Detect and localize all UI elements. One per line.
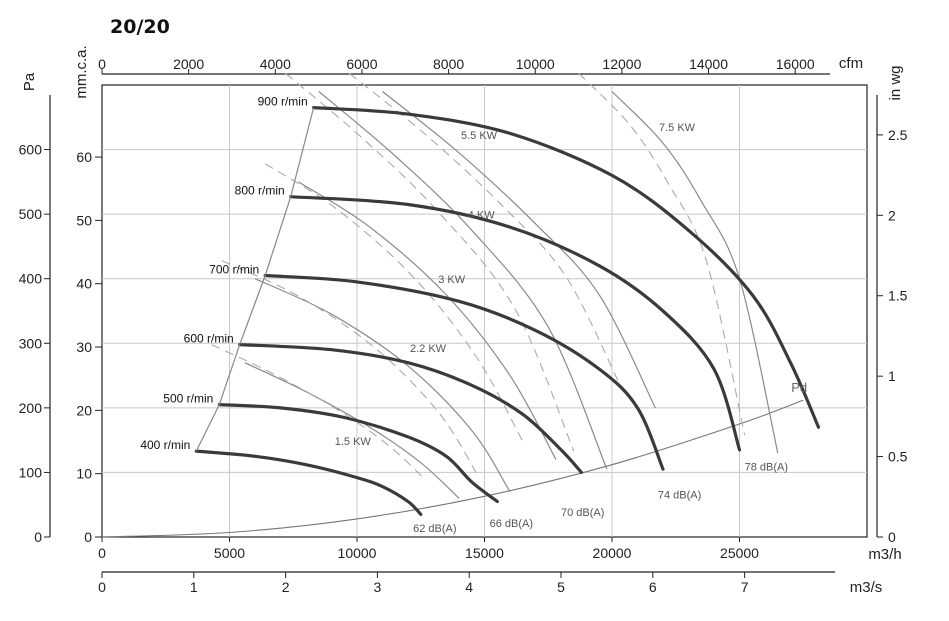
cfm-tick-label: 0 — [98, 56, 106, 72]
speed-curve-label: 400 r/min — [140, 438, 190, 452]
mmca-tick-label: 20 — [76, 402, 92, 418]
cfm-tick-label: 10000 — [516, 56, 555, 72]
speed-curve — [194, 449, 423, 516]
m3h-tick-label: 10000 — [338, 545, 377, 561]
surge-envelope — [195, 107, 315, 452]
m3s-tick-label: 5 — [557, 579, 565, 595]
cfm-unit-label: cfm — [839, 55, 863, 72]
mmca-tick-label: 60 — [76, 149, 92, 165]
mmca-tick-label: 30 — [76, 339, 92, 355]
mmca-unit-label: mm.c.a. — [73, 45, 90, 98]
m3h-tick-label: 25000 — [720, 545, 759, 561]
m3h-unit-label: m3/h — [868, 546, 901, 563]
speed-curve-label: 900 r/min — [258, 95, 308, 109]
power-curve-dashed — [211, 344, 427, 481]
db-label: 62 dB(A) — [413, 523, 456, 535]
mmca-tick-label: 40 — [76, 276, 92, 292]
power-curve — [611, 91, 779, 454]
inwg-tick-label: 1.5 — [888, 288, 908, 304]
pa-tick-label: 600 — [19, 142, 43, 158]
cfm-tick-label: 2000 — [173, 56, 204, 72]
mmca-tick-label: 10 — [76, 466, 92, 482]
cfm-tick-label: 12000 — [602, 56, 641, 72]
db-label: 78 dB(A) — [745, 462, 788, 474]
speed-curve — [217, 403, 499, 504]
power-curve-label: 7.5 KW — [659, 122, 696, 134]
m3h-tick-label: 5000 — [214, 545, 245, 561]
inwg-tick-label: 2 — [888, 207, 896, 223]
pd-label: Pd — [791, 380, 807, 395]
inwg-unit-label: in wg — [887, 65, 904, 100]
power-curve-label: 5.5 KW — [461, 130, 498, 142]
pa-tick-label: 0 — [34, 529, 42, 545]
m3s-tick-label: 0 — [98, 579, 106, 595]
m3h-tick-label: 15000 — [465, 545, 504, 561]
curve-labels: Pd 1.5 KW 2.2 KW 3 KW 4 KW 5.5 KW 7.5 KW 400 r/… — [140, 95, 807, 535]
speed-curve-label: 500 r/min — [163, 392, 213, 406]
cfm-tick-label: 16000 — [776, 56, 815, 72]
pa-tick-label: 200 — [19, 400, 43, 416]
m3s-tick-label: 7 — [741, 579, 749, 595]
power-curve-dashed — [221, 260, 478, 474]
curves — [101, 72, 821, 538]
mmca-tick-label: 0 — [84, 529, 92, 545]
axes: 0 5000 10000 15000 20000 25000 m3/h0 1 2 3 4 5 6 7 m3/… — [19, 45, 908, 596]
speed-curve-label: 700 r/min — [209, 262, 259, 276]
inwg-tick-label: 2.5 — [888, 127, 908, 143]
speed-curve — [289, 195, 742, 452]
power-curve — [318, 91, 608, 470]
chart-title: 20/20 — [110, 16, 170, 38]
pa-tick-label: 100 — [19, 464, 43, 480]
power-curve-label: 3 KW — [438, 274, 466, 286]
m3h-tick-label: 0 — [98, 545, 106, 561]
m3s-tick-label: 6 — [649, 579, 657, 595]
speed-curve — [312, 106, 821, 429]
speed-curve-label: 800 r/min — [235, 184, 285, 198]
m3s-tick-label: 2 — [282, 579, 290, 595]
cfm-tick-label: 8000 — [433, 56, 464, 72]
power-curve-label: 1.5 KW — [335, 436, 372, 448]
power-curve-dashed — [349, 72, 623, 391]
db-label: 66 dB(A) — [490, 518, 533, 530]
speed-curve — [263, 273, 665, 471]
cfm-tick-label: 4000 — [260, 56, 291, 72]
pa-unit-label: Pa — [21, 72, 38, 91]
power-curve — [254, 278, 511, 493]
power-curve-label: 4 KW — [468, 209, 496, 221]
pa-tick-label: 400 — [19, 271, 43, 287]
m3s-unit-label: m3/s — [850, 579, 883, 596]
db-label: 74 dB(A) — [658, 490, 701, 502]
power-curve — [382, 91, 656, 409]
power-curve-label: 2.2 KW — [410, 343, 447, 355]
speed-curve — [238, 343, 583, 474]
m3s-tick-label: 1 — [190, 579, 198, 595]
mmca-tick-label: 50 — [76, 212, 92, 228]
m3h-tick-label: 20000 — [593, 545, 632, 561]
inwg-tick-label: 0.5 — [888, 449, 908, 465]
inwg-tick-label: 1 — [888, 368, 896, 384]
power-curve — [298, 181, 557, 460]
cfm-tick-label: 6000 — [346, 56, 377, 72]
power-curve-dashed — [285, 72, 575, 452]
power-curve — [244, 362, 460, 499]
m3s-tick-label: 4 — [465, 579, 473, 595]
m3s-tick-label: 3 — [374, 579, 382, 595]
power-curve-dashed — [264, 163, 524, 442]
power-curve-dashed — [578, 73, 746, 436]
pa-tick-label: 300 — [19, 335, 43, 351]
db-label: 70 dB(A) — [561, 507, 604, 519]
speed-curve-label: 600 r/min — [184, 332, 234, 346]
pd-curve — [101, 399, 804, 538]
pa-tick-label: 500 — [19, 206, 43, 222]
cfm-tick-label: 14000 — [689, 56, 728, 72]
inwg-tick-label: 0 — [888, 529, 896, 545]
